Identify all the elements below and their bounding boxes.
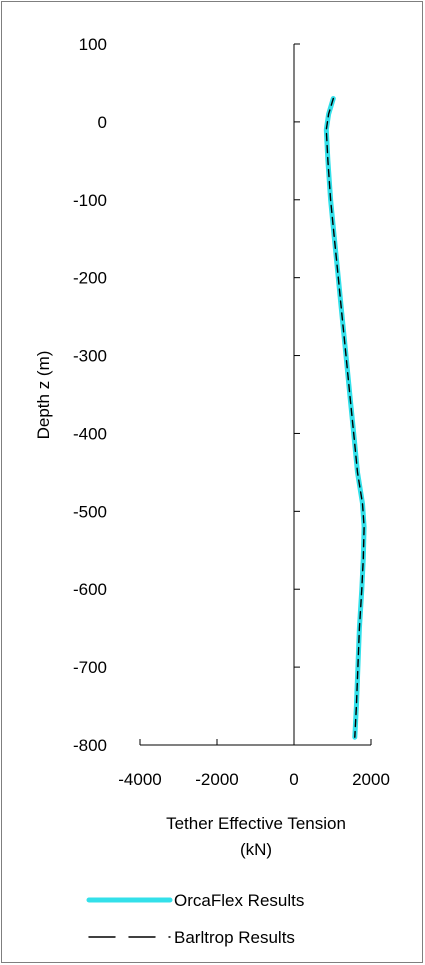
y-tick-label: -800 (73, 736, 107, 755)
y-tick-label: -500 (73, 502, 107, 521)
series-lines (323, 96, 367, 740)
y-axis-title: Depth z (m) (34, 351, 53, 440)
y-tick-label: -600 (73, 580, 107, 599)
axes (139, 43, 372, 746)
y-tick-label: -700 (73, 658, 107, 677)
legend-label-2: Barltrop Results (174, 928, 295, 947)
x-axis-title-line2: (kN) (240, 840, 272, 859)
series-line-2 (325, 97, 365, 738)
y-tick-label: -400 (73, 424, 107, 443)
x-tick-label: 0 (289, 770, 298, 789)
y-tick-label: 0 (98, 113, 107, 132)
legend: OrcaFlex Results Barltrop Results (86, 891, 304, 947)
x-tick-label: -2000 (195, 770, 238, 789)
legend-label-1: OrcaFlex Results (174, 891, 304, 910)
x-tick-label: 2000 (352, 770, 390, 789)
y-tick-label: 100 (79, 35, 107, 54)
y-tick-label: -200 (73, 269, 107, 288)
x-axis-title-line1: Tether Effective Tension (166, 814, 346, 833)
x-tick-label: -4000 (118, 770, 161, 789)
y-tick-label: -300 (73, 347, 107, 366)
tick-labels: 100 0 -100 -200 -300 -400 -500 -600 -700 -800 -400… (73, 35, 390, 789)
y-tick-label: -100 (73, 191, 107, 210)
